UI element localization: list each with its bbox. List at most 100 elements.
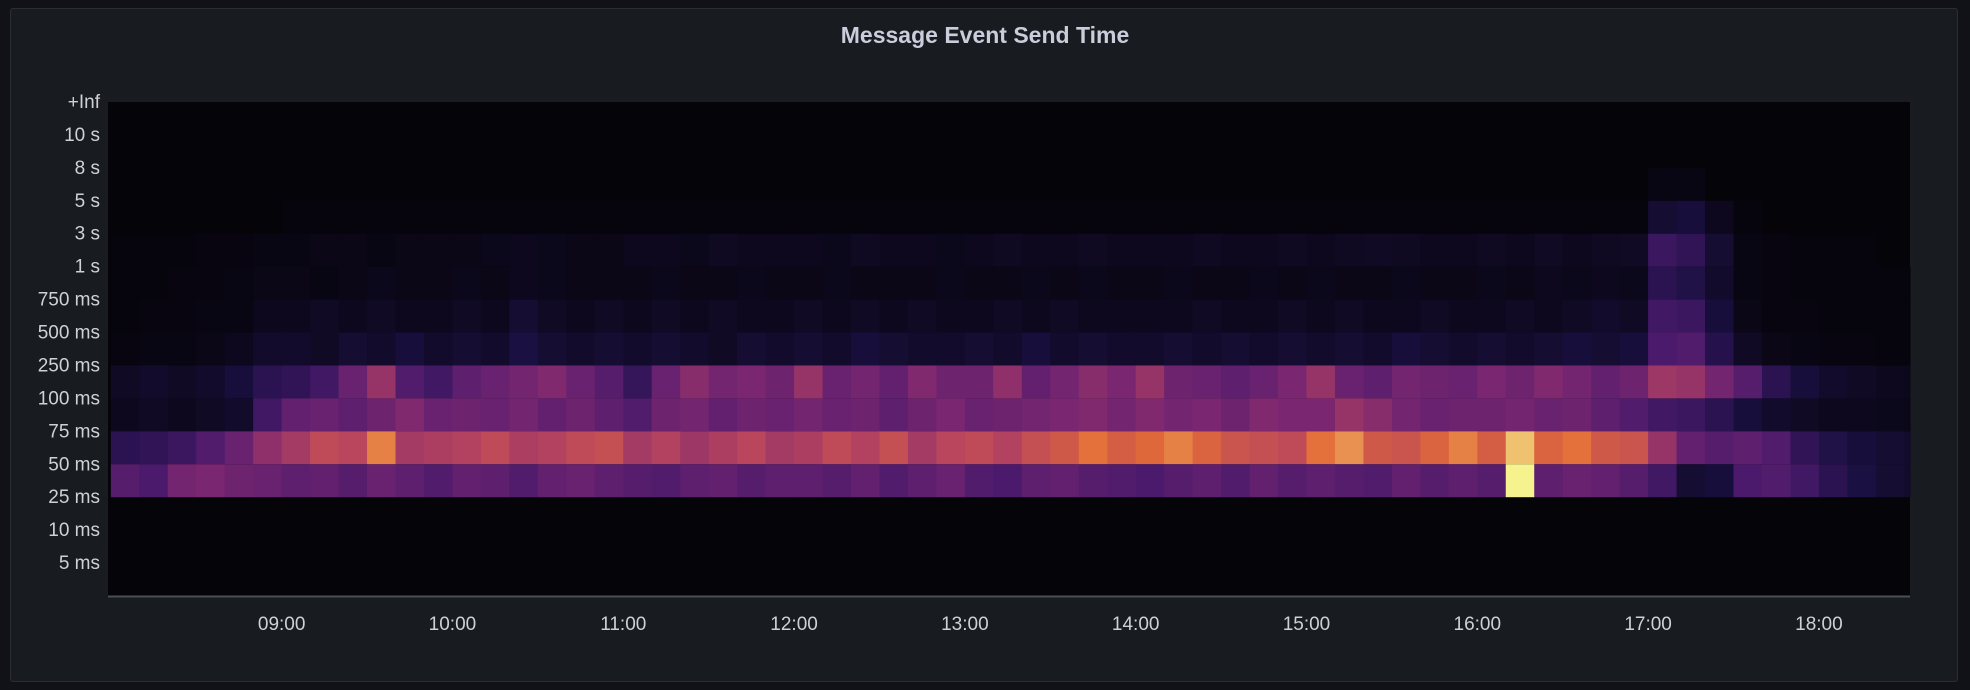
heatmap-cell[interactable] [1875,464,1905,498]
heatmap-cell[interactable] [879,464,909,498]
heatmap-cell[interactable] [1847,431,1877,465]
heatmap-cell[interactable] [167,266,197,300]
heatmap-cell[interactable] [1505,299,1535,333]
heatmap-cell[interactable] [1505,332,1535,366]
heatmap-cell[interactable] [1278,365,1308,399]
heatmap-cell[interactable] [1192,464,1222,498]
heatmap-cell[interactable] [1875,266,1905,300]
heatmap-cell[interactable] [1648,167,1678,201]
heatmap-cell[interactable] [1021,365,1051,399]
heatmap-cell[interactable] [1477,200,1507,234]
heatmap-cell[interactable] [196,332,226,366]
heatmap-cell[interactable] [851,200,881,234]
heatmap-cell[interactable] [110,266,140,300]
heatmap-cell[interactable] [1021,200,1051,234]
heatmap-cell[interactable] [879,398,909,432]
heatmap-cell[interactable] [1078,398,1108,432]
heatmap-cell[interactable] [1420,431,1450,465]
heatmap-cell[interactable] [110,365,140,399]
heatmap-cell[interactable] [1676,200,1706,234]
heatmap-cell[interactable] [253,266,283,300]
heatmap-cell[interactable] [139,332,169,366]
heatmap-cell[interactable] [1790,365,1820,399]
heatmap-cell[interactable] [1420,233,1450,267]
heatmap-cell[interactable] [224,464,254,498]
heatmap-cell[interactable] [1021,299,1051,333]
heatmap-cell[interactable] [139,233,169,267]
heatmap-cell[interactable] [1676,398,1706,432]
heatmap-cell[interactable] [310,233,340,267]
heatmap-cell[interactable] [879,200,909,234]
heatmap-cell[interactable] [452,233,482,267]
heatmap-cell[interactable] [224,332,254,366]
heatmap-cell[interactable] [338,431,368,465]
heatmap-cell[interactable] [1135,299,1165,333]
heatmap-cell[interactable] [1363,398,1393,432]
heatmap-cell[interactable] [936,398,966,432]
heatmap-cell[interactable] [1733,464,1763,498]
heatmap-cell[interactable] [1107,200,1137,234]
heatmap-cell[interactable] [1619,200,1649,234]
heatmap-cell[interactable] [993,431,1023,465]
heatmap-cell[interactable] [1391,200,1421,234]
heatmap-cell[interactable] [1619,398,1649,432]
heatmap-cell[interactable] [224,233,254,267]
heatmap-cell[interactable] [395,398,425,432]
heatmap-cell[interactable] [281,464,311,498]
heatmap-cell[interactable] [1448,299,1478,333]
heatmap-cell[interactable] [1477,398,1507,432]
heatmap-cell[interactable] [1761,332,1792,366]
heatmap-cell[interactable] [1790,431,1820,465]
heatmap-cell[interactable] [1391,431,1421,465]
heatmap-cell[interactable] [281,299,311,333]
heatmap-cell[interactable] [1648,200,1678,234]
heatmap-cell[interactable] [1790,266,1820,300]
heatmap-cell[interactable] [338,398,368,432]
heatmap-cell[interactable] [651,332,681,366]
heatmap-cell[interactable] [1334,233,1365,267]
heatmap-cell[interactable] [594,299,624,333]
heatmap-cell[interactable] [1562,365,1592,399]
heatmap-cell[interactable] [1562,266,1592,300]
heatmap-cell[interactable] [1164,398,1194,432]
heatmap-cell[interactable] [1221,464,1251,498]
heatmap-cell[interactable] [253,464,283,498]
heatmap-cell[interactable] [737,464,767,498]
heatmap-cell[interactable] [167,233,197,267]
heatmap-cell[interactable] [708,431,738,465]
heatmap-cell[interactable] [1306,332,1336,366]
heatmap-cell[interactable] [1904,365,1911,399]
heatmap-cell[interactable] [765,200,795,234]
heatmap-cell[interactable] [851,464,881,498]
heatmap-cell[interactable] [765,332,795,366]
heatmap-cell[interactable] [1648,398,1678,432]
heatmap-cell[interactable] [1705,365,1735,399]
heatmap-cell[interactable] [1875,398,1905,432]
heatmap-cell[interactable] [1705,299,1735,333]
heatmap-cell[interactable] [1391,233,1421,267]
heatmap-cell[interactable] [452,464,482,498]
heatmap-cell[interactable] [196,233,226,267]
heatmap-cell[interactable] [737,332,767,366]
heatmap-cell[interactable] [594,332,624,366]
heatmap-cell[interactable] [822,365,852,399]
heatmap-cell[interactable] [680,200,710,234]
heatmap-cell[interactable] [452,365,482,399]
heatmap-cell[interactable] [452,431,482,465]
heatmap-cell[interactable] [1790,299,1820,333]
heatmap-cell[interactable] [993,266,1023,300]
heatmap-cell[interactable] [1534,200,1564,234]
heatmap-cell[interactable] [395,332,425,366]
heatmap-cell[interactable] [1306,398,1336,432]
heatmap-cell[interactable] [1107,365,1137,399]
heatmap-cell[interactable] [1107,266,1137,300]
heatmap-cell[interactable] [765,299,795,333]
heatmap-cell[interactable] [936,266,966,300]
heatmap-cell[interactable] [1591,332,1621,366]
heatmap-cell[interactable] [1391,299,1421,333]
heatmap-cell[interactable] [1107,398,1137,432]
heatmap-cell[interactable] [1562,332,1592,366]
heatmap-cell[interactable] [1761,299,1792,333]
heatmap-cell[interactable] [1847,299,1877,333]
heatmap-cell[interactable] [338,266,368,300]
